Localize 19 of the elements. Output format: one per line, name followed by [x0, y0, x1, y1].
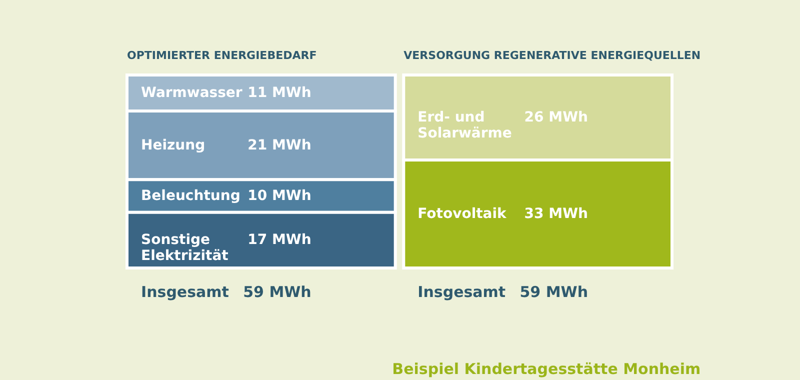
category-label: VERSORGUNG REGENERATIVE ENERGIEQUELLEN: [404, 49, 701, 62]
series-label: Sonstige Elektrizität: [141, 232, 229, 264]
data-label: 21 MWh: [248, 137, 312, 154]
series-label: Erd- und Solarwärme: [418, 110, 512, 142]
text: 59 MWh: [243, 283, 312, 301]
text: Insgesamt: [141, 283, 229, 301]
series-label: Fotovoltaik: [418, 206, 508, 222]
data-label: 17 MWh: [248, 232, 312, 248]
series-label: Beleuchtung: [141, 188, 240, 204]
text: Beispiel Kindertagesstätte Monheim: [392, 360, 701, 378]
text: Insgesamt: [418, 283, 506, 301]
series-label: Warmwasser: [141, 84, 242, 101]
data-label: 26 MWh: [524, 110, 588, 126]
category-label: OPTIMIERTER ENERGIEBEDARF: [127, 49, 317, 62]
series-label: Heizung: [141, 137, 206, 154]
data-label: 11 MWh: [248, 84, 312, 101]
data-label: 33 MWh: [524, 206, 588, 222]
text: 59 MWh: [520, 283, 588, 301]
data-label: 10 MWh: [248, 188, 312, 204]
